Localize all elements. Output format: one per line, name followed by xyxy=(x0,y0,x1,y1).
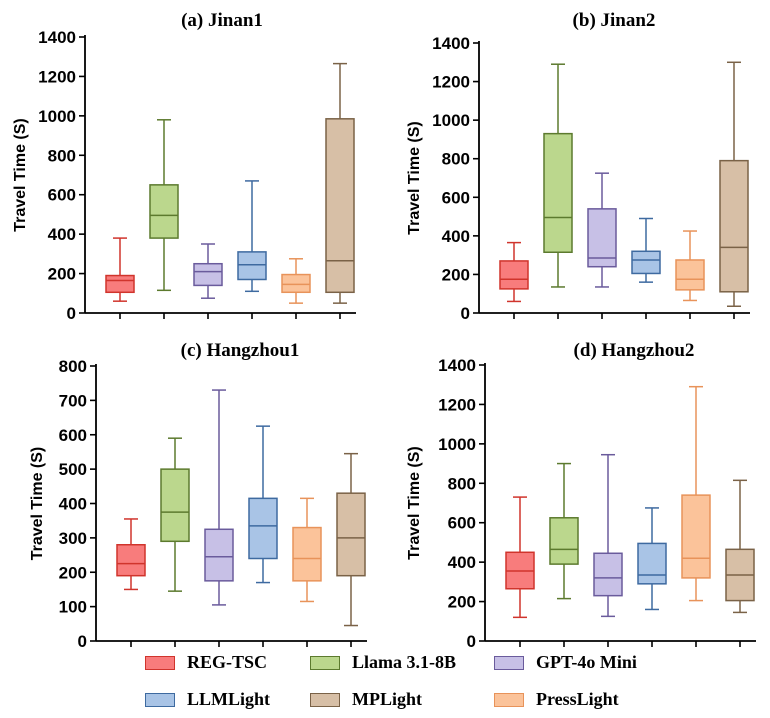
box-presslight xyxy=(281,258,311,304)
box-llmlight xyxy=(637,507,667,611)
y-tick-label: 1400 xyxy=(438,356,476,375)
y-tick-label: 1400 xyxy=(38,28,76,47)
panel-4: (d) Hangzhou2 Travel Time (S) 0 200 400 600 80… xyxy=(406,340,756,651)
box-iqr xyxy=(292,526,322,582)
y-tick-label: 600 xyxy=(442,188,470,207)
box-llmlight xyxy=(631,217,661,283)
y-tick-label: 0 xyxy=(467,632,476,651)
y-tick-label: 200 xyxy=(448,593,476,612)
y-tick-label: 400 xyxy=(448,553,476,572)
box-mplight xyxy=(336,452,366,627)
box-iqr xyxy=(116,544,146,577)
y-tick-label: 1200 xyxy=(38,67,76,86)
box-gpt-4o-mini xyxy=(587,172,617,288)
panel-2: (b) Jinan2 Travel Time (S) 0 200 400 600 800 10… xyxy=(406,10,750,323)
y-axis-label: Travel Time (S) xyxy=(12,118,29,232)
box-iqr xyxy=(325,118,355,294)
y-axis-label: Travel Time (S) xyxy=(406,446,423,560)
panel-1: (a) Jinan1 Travel Time (S) 0 200 400 600 800 10… xyxy=(12,10,356,323)
y-tick-label: 800 xyxy=(48,146,76,165)
y-tick-label: 400 xyxy=(442,227,470,246)
box-presslight xyxy=(292,497,322,603)
y-tick-label: 200 xyxy=(59,563,87,582)
panel-3: (c) Hangzhou1 Travel Time (S) 0 100 200 300 40… xyxy=(29,340,367,651)
y-tick-label: 400 xyxy=(59,495,87,514)
box-reg-tsc xyxy=(116,518,146,591)
y-tick-label: 600 xyxy=(59,426,87,445)
box-iqr xyxy=(160,468,190,543)
box-llama-3-1-8b xyxy=(549,462,579,600)
y-tick-label: 1000 xyxy=(38,107,76,126)
box-iqr xyxy=(681,494,711,579)
y-tick-label: 1000 xyxy=(438,435,476,454)
box-reg-tsc xyxy=(499,241,529,303)
box-llmlight xyxy=(237,180,267,293)
y-axis-label: Travel Time (S) xyxy=(406,121,423,235)
panel-title: (a) Jinan1 xyxy=(181,10,263,31)
box-llama-3-1-8b xyxy=(149,119,179,292)
box-iqr xyxy=(593,552,623,597)
y-axis-label: Travel Time (S) xyxy=(29,447,46,561)
box-iqr xyxy=(631,250,661,275)
y-tick-label: 400 xyxy=(48,225,76,244)
box-iqr xyxy=(549,517,579,565)
y-tick-label: 800 xyxy=(448,474,476,493)
y-tick-label: 800 xyxy=(442,150,470,169)
y-tick-label: 1200 xyxy=(438,395,476,414)
y-tick-label: 200 xyxy=(48,265,76,284)
box-iqr xyxy=(336,492,366,577)
y-tick-label: 800 xyxy=(59,357,87,376)
y-tick-label: 200 xyxy=(442,265,470,284)
box-iqr xyxy=(193,262,223,287)
box-mplight xyxy=(325,62,355,304)
box-iqr xyxy=(149,184,179,239)
y-tick-label: 600 xyxy=(448,514,476,533)
box-iqr xyxy=(105,274,135,294)
box-iqr xyxy=(281,273,311,294)
box-iqr xyxy=(543,132,573,253)
box-iqr xyxy=(675,259,705,291)
y-tick-label: 0 xyxy=(461,304,470,323)
y-tick-label: 700 xyxy=(59,391,87,410)
box-mplight xyxy=(719,61,749,307)
y-tick-label: 300 xyxy=(59,529,87,548)
box-reg-tsc xyxy=(505,496,535,619)
box-gpt-4o-mini xyxy=(193,243,223,299)
y-tick-label: 500 xyxy=(59,460,87,479)
panel-title: (c) Hangzhou1 xyxy=(181,340,300,361)
box-iqr xyxy=(248,497,278,560)
y-tick-label: 600 xyxy=(48,186,76,205)
box-reg-tsc xyxy=(105,237,135,302)
box-mplight xyxy=(725,479,755,614)
box-iqr xyxy=(237,251,267,281)
y-tick-label: 100 xyxy=(59,598,87,617)
y-tick-label: 1200 xyxy=(432,73,470,92)
y-tick-label: 1400 xyxy=(432,34,470,53)
box-iqr xyxy=(637,542,667,585)
y-tick-label: 0 xyxy=(67,304,76,323)
box-gpt-4o-mini xyxy=(593,453,623,618)
box-iqr xyxy=(499,260,529,290)
box-iqr xyxy=(204,528,234,582)
box-iqr xyxy=(587,208,617,268)
box-presslight xyxy=(675,230,705,302)
box-llmlight xyxy=(248,425,278,584)
panel-title: (d) Hangzhou2 xyxy=(574,340,695,361)
box-presslight xyxy=(681,385,711,602)
y-tick-label: 1000 xyxy=(432,111,470,130)
box-llama-3-1-8b xyxy=(160,437,190,592)
y-tick-label: 0 xyxy=(78,632,87,651)
box-gpt-4o-mini xyxy=(204,389,234,606)
box-iqr xyxy=(719,159,749,293)
panel-title: (b) Jinan2 xyxy=(573,10,656,31)
box-llama-3-1-8b xyxy=(543,63,573,288)
